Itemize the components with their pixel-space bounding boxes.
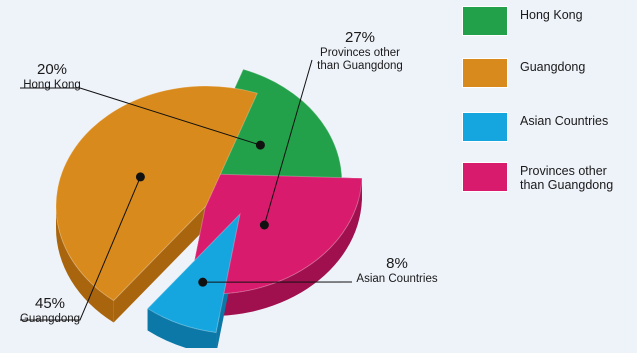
percent-label-guangdong: 45%	[35, 295, 65, 312]
percent-label-hong-kong: 20%	[37, 61, 67, 78]
callout-label-hong-kong: Hong Kong	[23, 79, 81, 91]
pie-top-layer	[56, 69, 362, 332]
callout-label-guangdong: Guangdong	[20, 313, 80, 325]
callout-label-asian-countries: Asian Countries	[356, 273, 437, 285]
callout-label-provinces-other-than-guangdong-line-0: Provinces other	[320, 47, 400, 59]
percent-label-provinces-other-than-guangdong: 27%	[345, 29, 375, 46]
percent-label-asian-countries: 8%	[386, 255, 408, 272]
callout-label-provinces-other-than-guangdong-line-1: than Guangdong	[317, 60, 403, 72]
